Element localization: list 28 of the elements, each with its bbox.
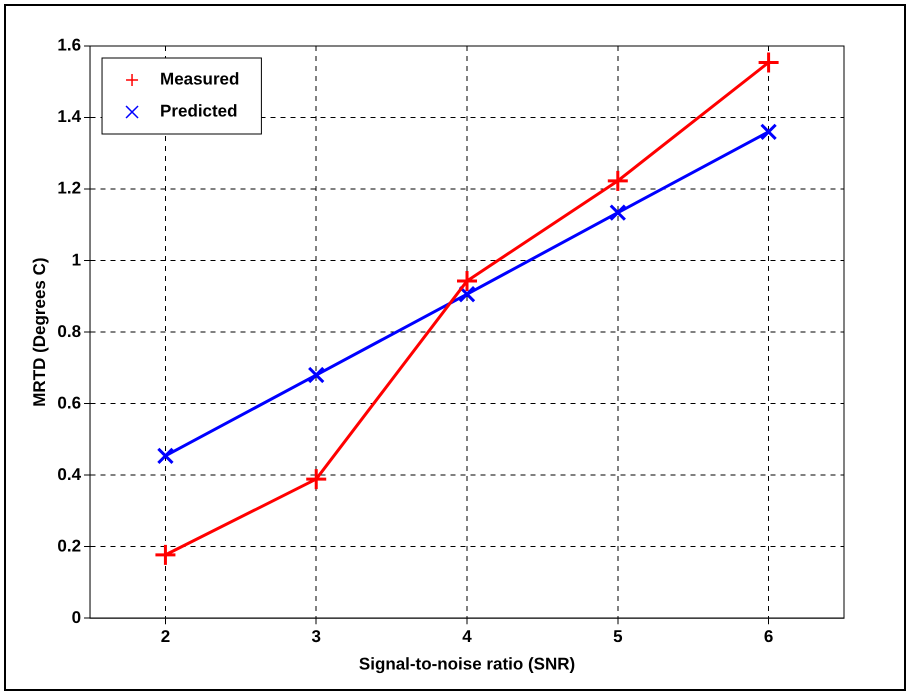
x-tick-label: 3 — [311, 627, 321, 646]
point — [757, 50, 780, 74]
y-tick-label: 0.6 — [57, 393, 82, 412]
y-tick-label: 0.2 — [57, 536, 82, 556]
x-tick-label: 5 — [613, 627, 623, 646]
point — [156, 447, 174, 464]
y-tick-label: 0.4 — [57, 464, 82, 484]
y-tick-label: 0.8 — [57, 322, 82, 341]
x-tick-label: 4 — [462, 627, 472, 646]
y-tick-label: 0 — [72, 608, 82, 627]
y-axis-title: MRTD (Degrees C) — [30, 257, 49, 407]
x-axis-title: Signal-to-noise ratio (SNR) — [358, 654, 576, 674]
y-tick-label: 1 — [72, 250, 82, 270]
point — [154, 543, 177, 566]
point — [304, 468, 328, 491]
y-tick-label: 1.2 — [57, 178, 82, 198]
point — [456, 269, 479, 292]
point — [609, 204, 626, 222]
legend-label: Predicted — [160, 102, 238, 121]
y-tick-label: 1.6 — [57, 36, 82, 55]
point — [760, 123, 778, 140]
x-tick-label: 2 — [160, 627, 170, 646]
point — [606, 169, 630, 192]
legend-label: Measured — [160, 70, 240, 89]
x-tick-label: 6 — [764, 627, 774, 646]
point — [308, 366, 325, 384]
point — [458, 286, 476, 303]
y-tick-label: 1.4 — [57, 107, 82, 126]
